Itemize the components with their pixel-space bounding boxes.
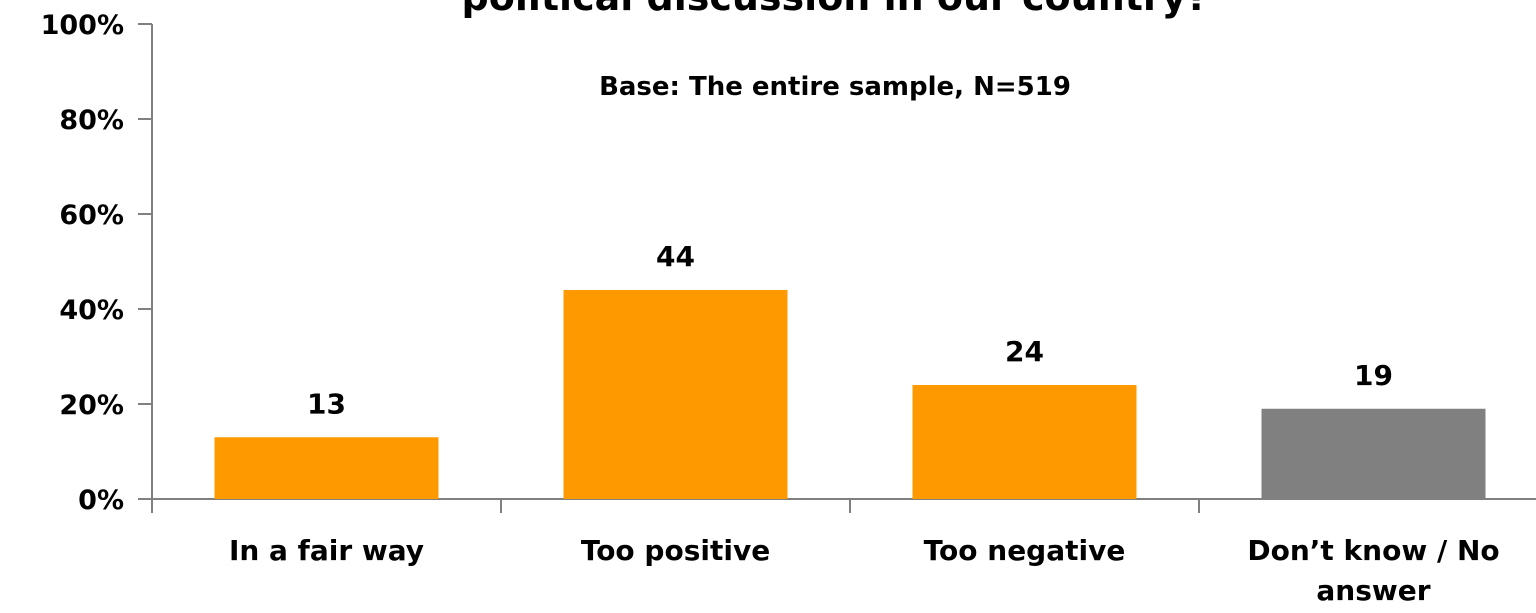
chart-title: political discussion in our country? (462, 0, 1209, 19)
y-tick-label: 60% (59, 200, 124, 231)
bar-value-label: 19 (1354, 359, 1393, 392)
y-tick-label: 80% (59, 105, 124, 136)
y-tick-label: 40% (59, 295, 124, 326)
bar-group: 13 In a fair way 44 Too positive 24 Too negat… (215, 240, 1500, 607)
bar-value-label: 44 (656, 240, 695, 273)
y-tick-label: 0% (78, 485, 124, 516)
bar-value-label: 24 (1005, 335, 1044, 368)
y-tick-label: 100% (41, 10, 124, 41)
bar-value-label: 13 (307, 387, 346, 420)
x-category-label: Too negative (924, 534, 1126, 567)
x-category-label: In a fair way (229, 534, 424, 567)
bar (1262, 409, 1486, 499)
bar (215, 437, 439, 499)
x-category-label: Don’t know / No answer (1247, 534, 1499, 607)
bar (913, 385, 1137, 499)
chart-subtitle: Base: The entire sample, N=519 (599, 72, 1071, 102)
bar (564, 290, 788, 499)
y-tick-label: 20% (59, 390, 124, 421)
x-category-label: Too positive (581, 534, 770, 567)
